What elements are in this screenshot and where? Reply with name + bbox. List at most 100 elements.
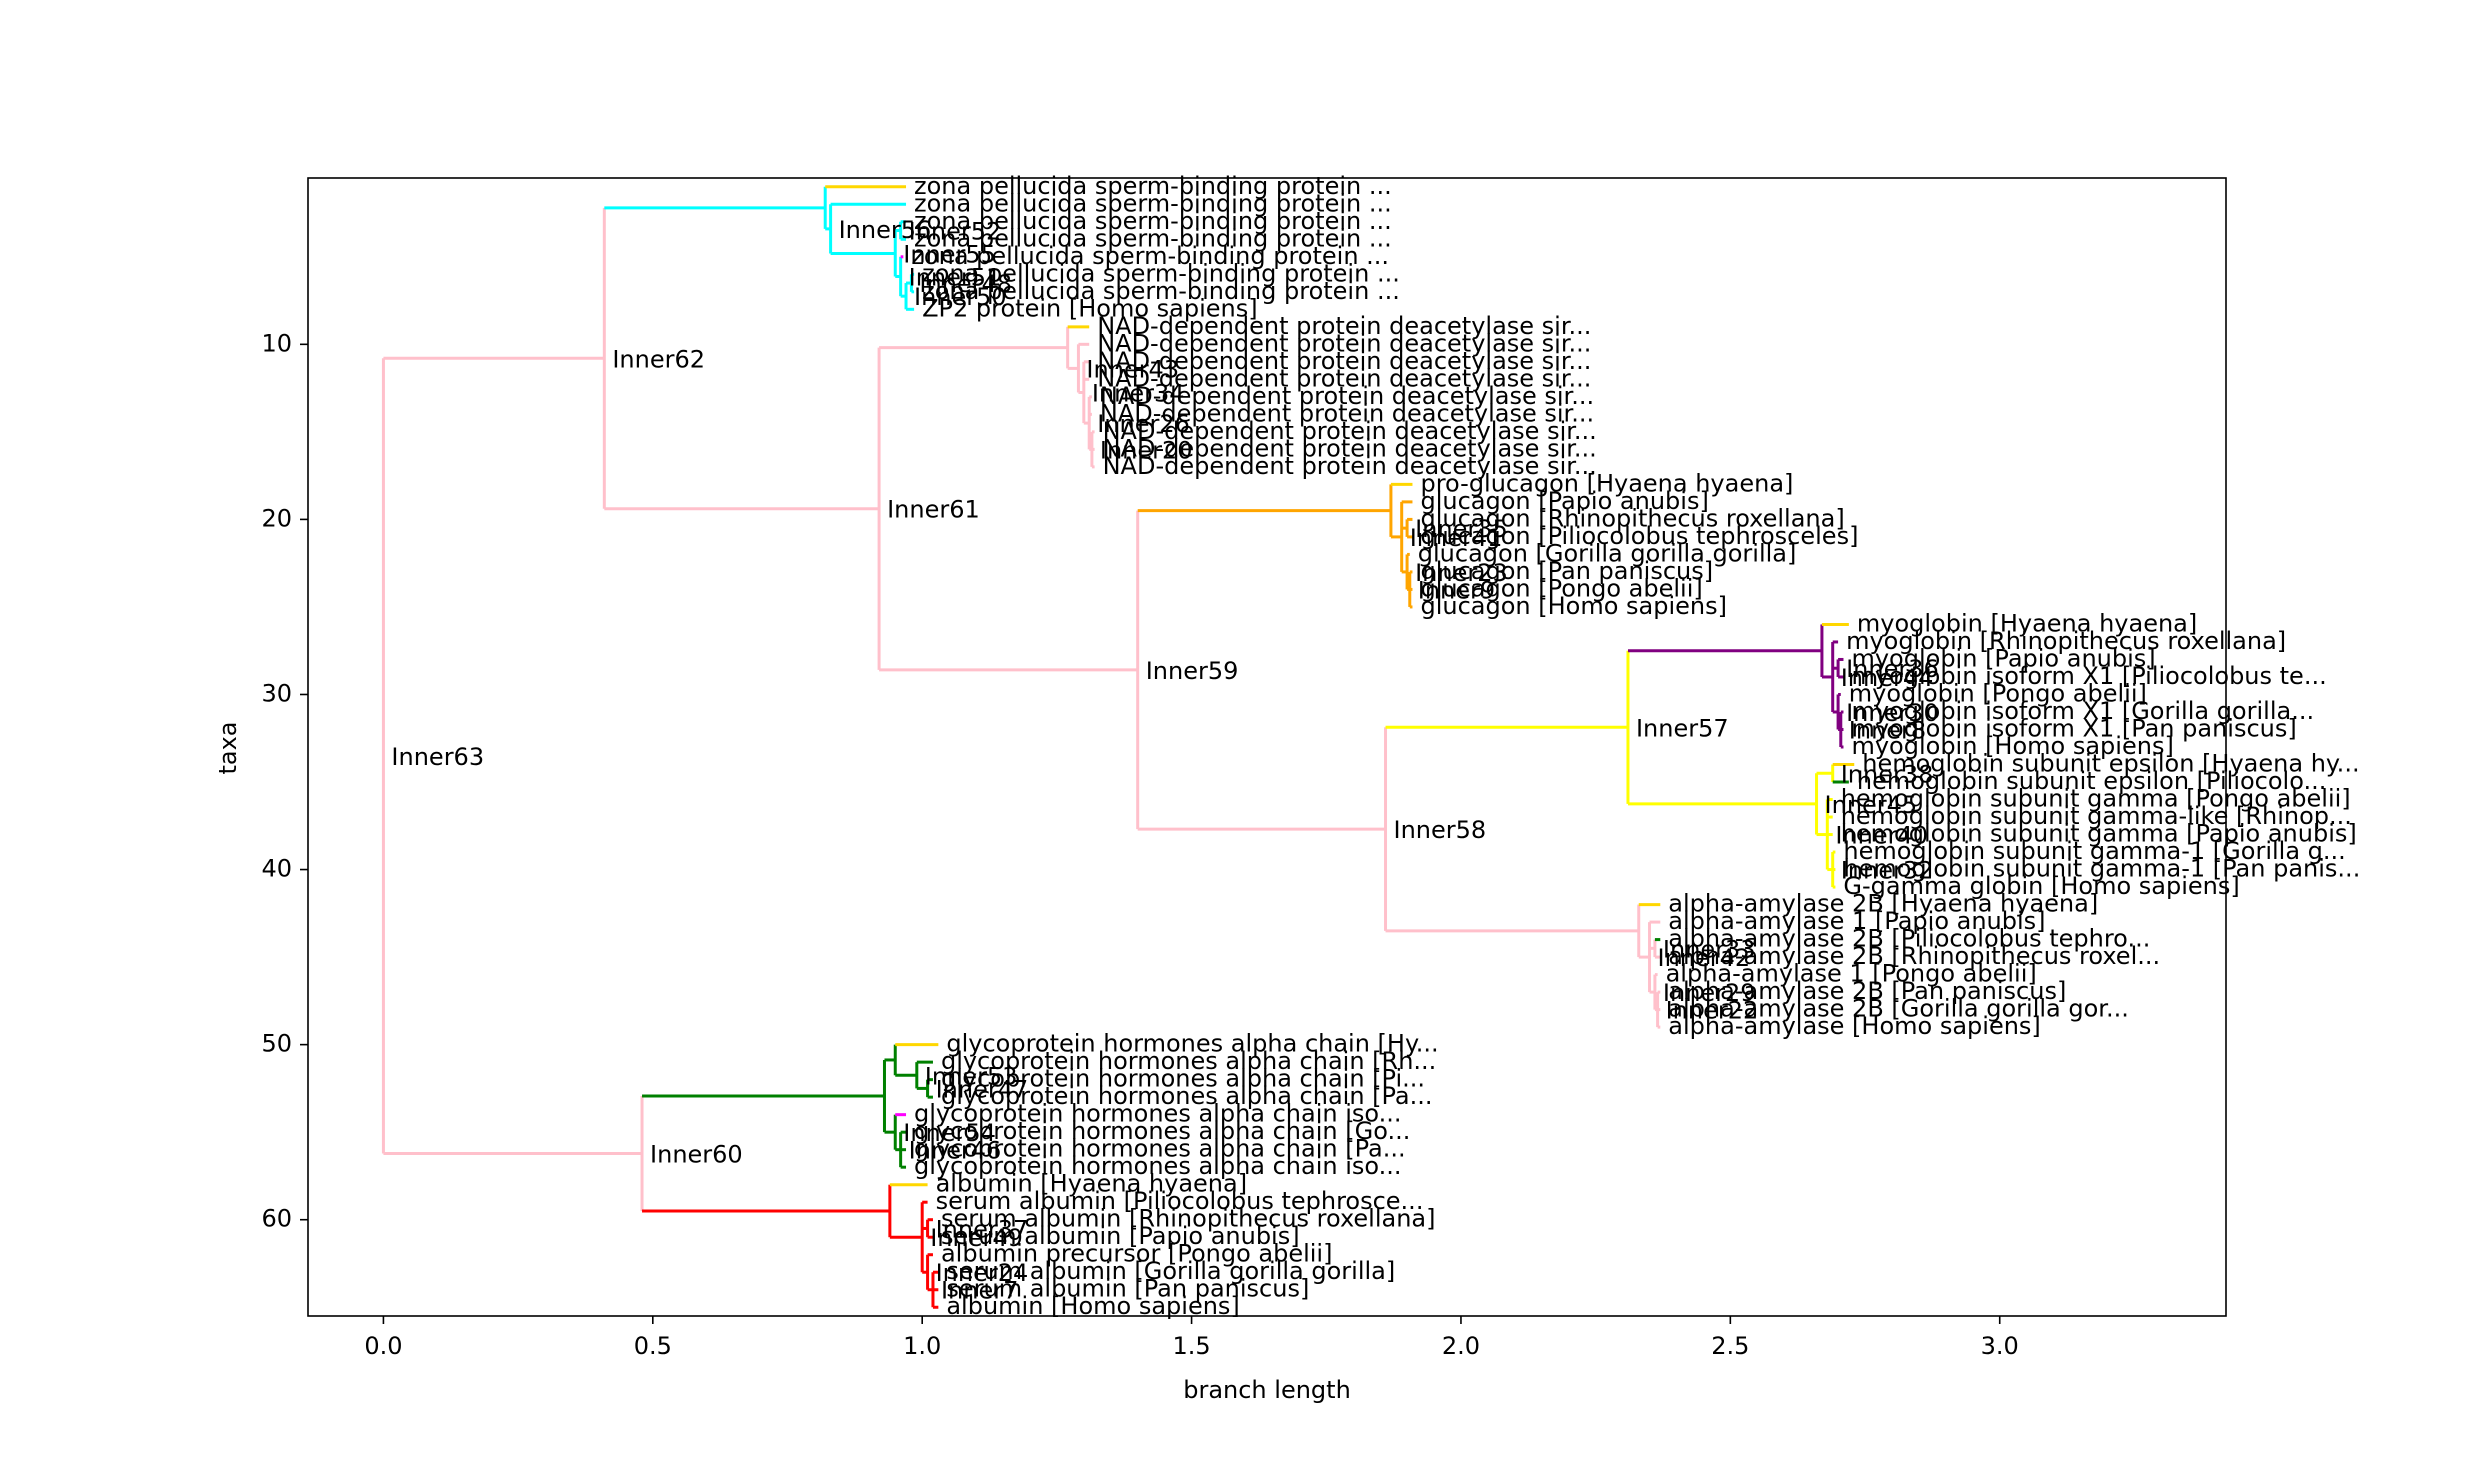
leaf-label: NAD-dependent protein deacetylase sir... bbox=[1100, 382, 1594, 410]
leaf-label: glucagon [Homo sapiens] bbox=[1420, 592, 1727, 620]
inner-node-label: Inner48 bbox=[919, 270, 1012, 298]
y-axis-label: taxa bbox=[214, 721, 242, 774]
leaf-label: zona pellucida sperm-binding protein ... bbox=[914, 207, 1392, 235]
inner-node-label: Inner32 bbox=[1841, 857, 1934, 885]
leaf-label: NAD-dependent protein deacetylase sir... bbox=[1097, 364, 1591, 392]
leaf-label: NAD-dependent protein deacetylase sir... bbox=[1103, 434, 1597, 462]
leaf-label: albumin [Hyaena hyaena] bbox=[936, 1170, 1248, 1198]
inner-node-label: Inner43 bbox=[1086, 355, 1179, 383]
inner-node-label: Inner38 bbox=[1841, 760, 1934, 788]
leaf-label: glucagon [Rhinopithecus roxellana] bbox=[1420, 504, 1844, 532]
y-tick-label: 10 bbox=[261, 329, 292, 357]
leaf-label: NAD-dependent protein deacetylase sir... bbox=[1103, 452, 1597, 480]
inner-node-label: Inner51 bbox=[909, 263, 1002, 291]
leaf-label: glucagon [Gorilla gorilla gorilla] bbox=[1418, 539, 1797, 567]
leaf-label: G-gamma globin [Homo sapiens] bbox=[1843, 872, 2239, 900]
leaf-label: alpha-amylase [Homo sapiens] bbox=[1668, 1012, 2041, 1040]
leaf-label: glycoprotein hormones alpha chain [Go... bbox=[914, 1117, 1410, 1145]
inner-node-label: Inner62 bbox=[612, 345, 705, 373]
leaf-label: NAD-dependent protein deacetylase sir... bbox=[1103, 417, 1597, 445]
leaf-label: hemoglobin subunit epsilon [Hyaena hy... bbox=[1862, 750, 2359, 778]
x-tick-label: 3.0 bbox=[1981, 1332, 2019, 1360]
leaf-label: zona pellucida sperm-binding protein ... bbox=[914, 189, 1392, 217]
leaf-label: alpha-amylase 2B [Rhinopithecus roxel... bbox=[1668, 942, 2160, 970]
leaf-label: hemoglobin subunit epsilon [Piliocolo... bbox=[1857, 767, 2327, 795]
leaf-label: NAD-dependent protein deacetylase sir... bbox=[1097, 347, 1591, 375]
leaf-label: zona pellucida sperm-binding protein ... bbox=[922, 259, 1400, 287]
x-tick-label: 0.5 bbox=[634, 1332, 672, 1360]
inner-node-label: Inner63 bbox=[391, 743, 484, 771]
inner-node-label: Inner49 bbox=[930, 1224, 1023, 1252]
x-axis-label: branch length bbox=[1183, 1376, 1351, 1404]
leaf-label: glycoprotein hormones alpha chain [Hy... bbox=[946, 1030, 1438, 1058]
inner-node-label: Inner53 bbox=[925, 1062, 1018, 1090]
leaf-label: glycoprotein hormones alpha chain [Pa... bbox=[941, 1082, 1433, 1110]
leaf-label: zona pellucida sperm-binding protein ... bbox=[914, 224, 1392, 252]
inner-node-label: Inner60 bbox=[650, 1141, 743, 1169]
inner-node-label: Inner24 bbox=[936, 1259, 1029, 1287]
leaf-label: alpha-amylase 2B [Gorilla gorilla gor... bbox=[1668, 995, 2129, 1023]
leaf-label: pro-glucagon [Hyaena hyaena] bbox=[1420, 469, 1793, 497]
leaf-label: hemoglobin subunit gamma [Papio anubis] bbox=[1841, 820, 2357, 848]
leaf-label: glycoprotein hormones alpha chain [Pi... bbox=[941, 1065, 1425, 1093]
leaf-label: myoglobin [Pongo abelii] bbox=[1849, 679, 2147, 707]
inner-node-label: Inner45 bbox=[1825, 791, 1918, 819]
leaf-label: myoglobin [Homo sapiens] bbox=[1851, 732, 2173, 760]
inner-node-label: Inner56 bbox=[839, 216, 932, 244]
tree-branches bbox=[381, 185, 1855, 1309]
inner-node-label: Inner33 bbox=[1663, 935, 1756, 963]
leaf-label: glycoprotein hormones alpha chain iso... bbox=[914, 1100, 1402, 1128]
leaf-label: NAD-dependent protein deacetylase sir... bbox=[1097, 329, 1591, 357]
y-tick-label: 50 bbox=[261, 1030, 292, 1058]
inner-node-label: Inner26 bbox=[1097, 410, 1190, 438]
leaf-label: glycoprotein hormones alpha chain [Rh... bbox=[941, 1047, 1436, 1075]
inner-node-label: Inner59 bbox=[1146, 657, 1239, 685]
inner-node-label: Inner54 bbox=[903, 1119, 996, 1147]
inner-node-label: Inner29 bbox=[1663, 979, 1756, 1007]
leaf-label: albumin precursor [Pongo abelii] bbox=[941, 1240, 1333, 1268]
inner-node-label: Inner36 bbox=[1846, 655, 1939, 683]
inner-node-label: Inner9 bbox=[1418, 576, 1495, 604]
inner-node-label: Inner44 bbox=[1841, 664, 1934, 692]
inner-node-label: Inner8 bbox=[1849, 716, 1926, 744]
leaf-label: myoglobin isoform X1 [Piliocolobus te... bbox=[1851, 662, 2326, 690]
leaf-label: glucagon [Pan paniscus] bbox=[1420, 557, 1713, 585]
leaf-label: NAD-dependent protein deacetylase sir... bbox=[1097, 312, 1591, 340]
y-tick-label: 60 bbox=[261, 1205, 292, 1233]
leaf-label: serum albumin [Papio anubis] bbox=[941, 1222, 1300, 1250]
inner-node-label: Inner58 bbox=[1394, 816, 1487, 844]
inner-node-label: Inner55 bbox=[903, 241, 996, 269]
inner-node-label: Inner40 bbox=[1835, 822, 1928, 850]
tree-labels: zona pellucida sperm-binding protein ...… bbox=[391, 172, 2360, 1320]
leaf-label: glucagon [Piliocolobus tephrosceles] bbox=[1420, 522, 1858, 550]
leaf-label: serum albumin [Rhinopithecus roxellana] bbox=[941, 1205, 1436, 1233]
plot-frame bbox=[307, 177, 2227, 1317]
leaf-label: ZP2 protein [Homo sapiens] bbox=[922, 294, 1258, 322]
y-tick-label: 40 bbox=[261, 855, 292, 883]
leaf-label: glucagon [Pongo abelii] bbox=[1420, 574, 1702, 602]
y-tick-label: 30 bbox=[261, 679, 292, 707]
leaf-label: hemoglobin subunit gamma-1 [Pan panis... bbox=[1843, 855, 2360, 883]
x-tick-label: 2.5 bbox=[1711, 1332, 1749, 1360]
leaf-label: serum albumin [Piliocolobus tephrosce... bbox=[936, 1187, 1424, 1215]
leaf-label: alpha-amylase 1 [Papio anubis] bbox=[1668, 907, 2045, 935]
leaf-label: hemoglobin subunit gamma [Pongo abelii] bbox=[1841, 785, 2351, 813]
inner-node-label: Inner41 bbox=[1410, 524, 1503, 552]
leaf-label: serum albumin [Pan paniscus] bbox=[946, 1275, 1309, 1303]
leaf-label: alpha-amylase 2B [Pan paniscus] bbox=[1668, 977, 2066, 1005]
inner-node-label: Inner35 bbox=[1415, 515, 1508, 543]
leaf-label: hemoglobin subunit gamma-like [Rhinop... bbox=[1841, 802, 2352, 830]
leaf-label: serum albumin [Gorilla gorilla gorilla] bbox=[946, 1257, 1395, 1285]
inner-node-label: Inner34 bbox=[1092, 379, 1185, 407]
y-axis: 10 20 30 40 50 60 bbox=[261, 329, 308, 1233]
leaf-label: myoglobin [Papio anubis] bbox=[1851, 644, 2155, 672]
x-tick-label: 0.0 bbox=[364, 1332, 402, 1360]
leaf-label: albumin [Homo sapiens] bbox=[946, 1292, 1239, 1320]
y-tick-label: 20 bbox=[261, 504, 292, 532]
inner-node-label: Inner42 bbox=[1658, 944, 1751, 972]
leaf-label: zona pellucida sperm-binding protein ... bbox=[922, 277, 1400, 305]
leaf-label: glycoprotein hormones alpha chain iso... bbox=[914, 1152, 1402, 1180]
leaf-label: zona pellucida sperm-binding protein ... bbox=[911, 242, 1389, 270]
